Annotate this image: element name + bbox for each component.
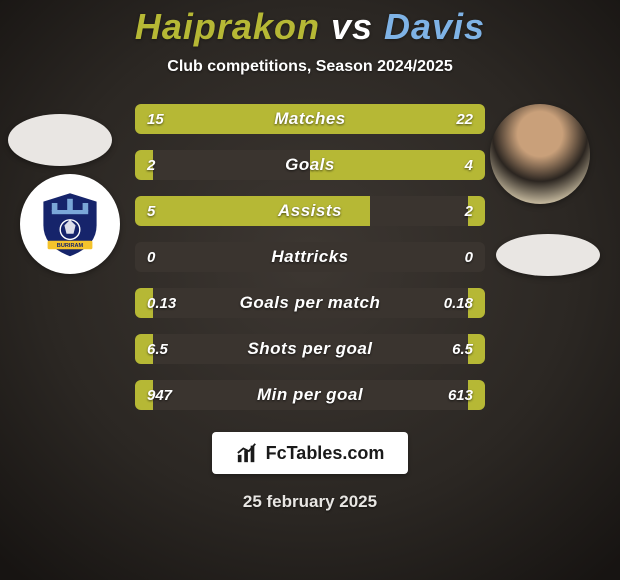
- stat-label: Matches: [274, 109, 346, 129]
- svg-text:BURIRAM: BURIRAM: [57, 243, 84, 249]
- page-title: Haiprakon vs Davis: [135, 6, 485, 48]
- stat-value-left: 947: [147, 387, 187, 404]
- stat-value-left: 0.13: [147, 295, 187, 312]
- stat-row-labels: 5 Assists 2: [135, 196, 485, 226]
- player2-photo: [490, 104, 590, 204]
- player1-club-crest: BURIRAM: [20, 174, 120, 274]
- stat-row: 0 Hattricks 0: [135, 242, 485, 272]
- stats-rows: 15Matches222Goals45Assists20Hattricks00.…: [135, 104, 485, 410]
- stat-label: Hattricks: [271, 247, 348, 267]
- player2-club-placeholder: [496, 234, 600, 276]
- stat-row: 2 Goals 4: [135, 150, 485, 180]
- stat-value-right: 4: [433, 157, 473, 174]
- stat-row: 0.13 Goals per match 0.18: [135, 288, 485, 318]
- stat-value-left: 15: [147, 111, 187, 128]
- stat-label: Goals per match: [240, 293, 381, 313]
- stat-value-left: 2: [147, 157, 187, 174]
- player2-name: Davis: [384, 6, 485, 47]
- stat-value-left: 5: [147, 203, 187, 220]
- stat-value-right: 22: [433, 111, 473, 128]
- stat-label: Min per goal: [257, 385, 363, 405]
- player1-photo-placeholder: [8, 114, 112, 166]
- stat-row-labels: 6.5 Shots per goal 6.5: [135, 334, 485, 364]
- stat-value-right: 613: [433, 387, 473, 404]
- stat-row: 15 Matches 22: [135, 104, 485, 134]
- stat-label: Assists: [278, 201, 342, 221]
- brand-text: FcTables.com: [266, 443, 385, 464]
- subtitle: Club competitions, Season 2024/2025: [167, 58, 452, 76]
- title-vs: vs: [331, 6, 373, 47]
- stat-row-labels: 2 Goals 4: [135, 150, 485, 180]
- stat-row-labels: 15 Matches 22: [135, 104, 485, 134]
- stat-value-right: 6.5: [433, 341, 473, 358]
- stat-value-right: 0: [433, 249, 473, 266]
- stat-row-labels: 0 Hattricks 0: [135, 242, 485, 272]
- stat-row: 6.5 Shots per goal 6.5: [135, 334, 485, 364]
- stat-row-labels: 0.13 Goals per match 0.18: [135, 288, 485, 318]
- player1-name: Haiprakon: [135, 6, 320, 47]
- stat-value-left: 6.5: [147, 341, 187, 358]
- stat-row: 5 Assists 2: [135, 196, 485, 226]
- buriram-crest-icon: BURIRAM: [35, 189, 105, 259]
- stat-label: Shots per goal: [247, 339, 372, 359]
- stat-value-right: 0.18: [433, 295, 473, 312]
- stat-row-labels: 947 Min per goal 613: [135, 380, 485, 410]
- stat-value-right: 2: [433, 203, 473, 220]
- stat-label: Goals: [285, 155, 335, 175]
- stat-row: 947 Min per goal 613: [135, 380, 485, 410]
- stat-value-left: 0: [147, 249, 187, 266]
- chart-icon: [236, 442, 258, 464]
- brand-badge: FcTables.com: [212, 432, 409, 474]
- date-label: 25 february 2025: [243, 492, 377, 512]
